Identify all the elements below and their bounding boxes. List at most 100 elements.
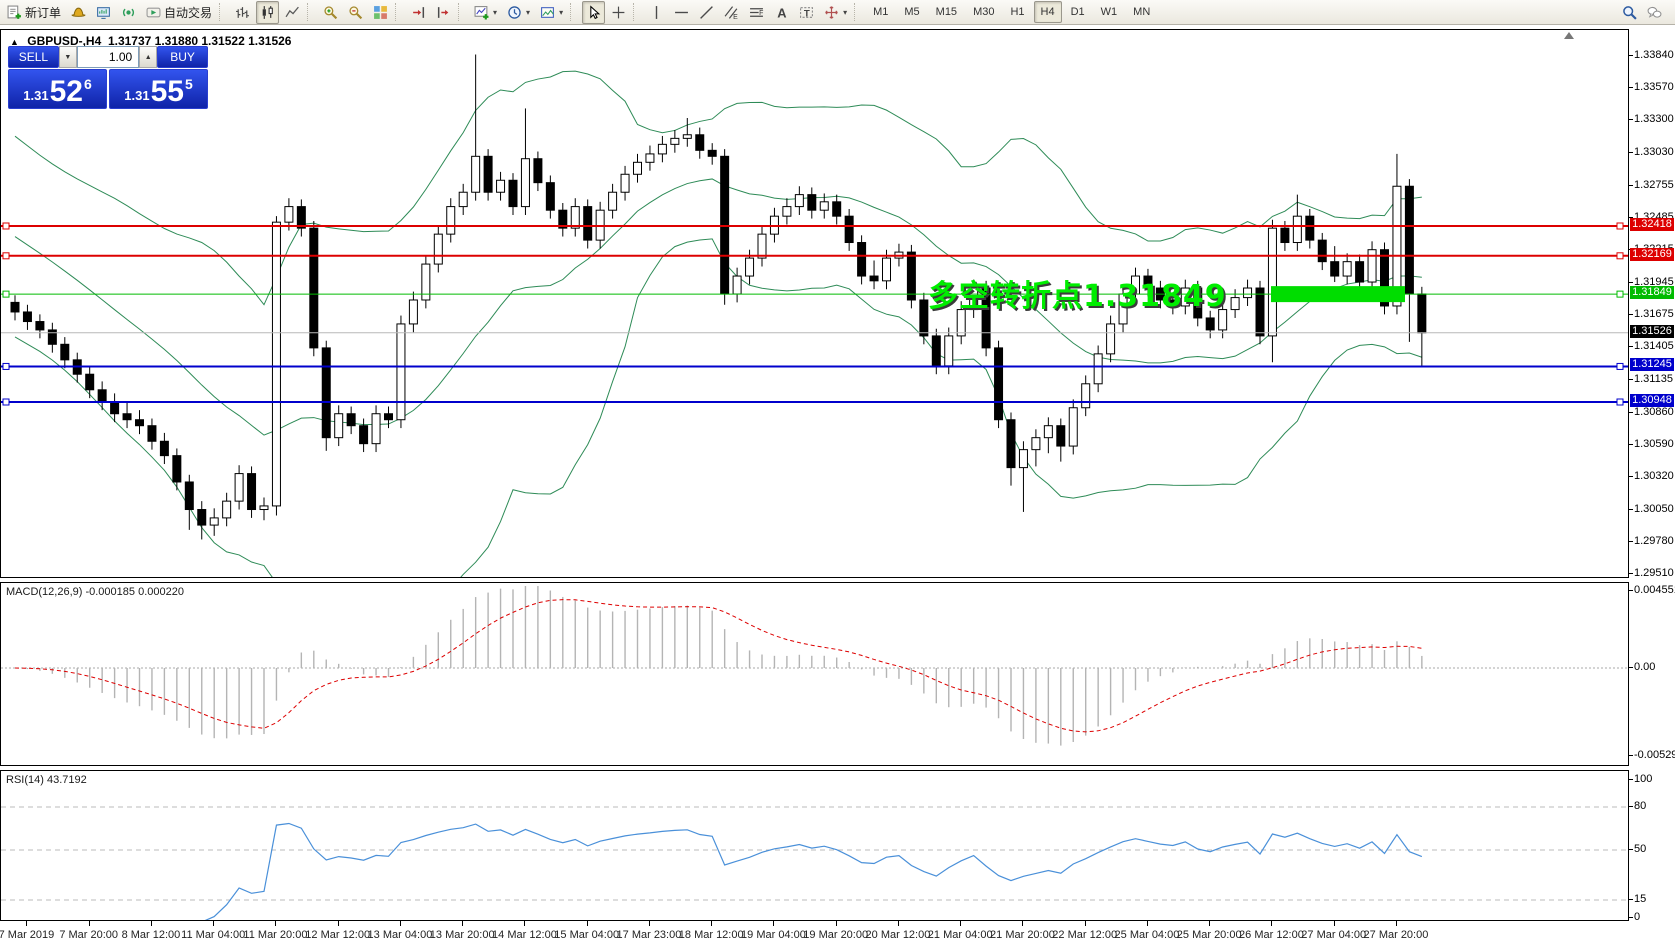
profiles-button[interactable] [67, 1, 90, 24]
time-axis-label: 21 Mar 20:00 [990, 929, 1055, 941]
line-handle[interactable] [2, 222, 10, 230]
text-label-button[interactable]: T [795, 1, 818, 24]
line-handle[interactable] [1616, 362, 1624, 370]
autoscroll-icon [436, 5, 451, 20]
templates-button[interactable]: ▾ [536, 1, 567, 24]
price-axis-tickmark [1629, 346, 1633, 348]
line-handle[interactable] [2, 290, 10, 298]
fibonacci-button[interactable]: F [745, 1, 768, 24]
arrows-button[interactable]: ▾ [820, 1, 851, 24]
candlestick-chart-button[interactable] [256, 0, 280, 24]
price-axis-tick: 1.30320 [1634, 470, 1674, 483]
chart-shift-marker[interactable] [1564, 32, 1574, 39]
line-handle[interactable] [2, 398, 10, 406]
volume-input[interactable]: 1.00 [76, 46, 140, 68]
price-axis-tickmark [1629, 508, 1633, 510]
vline-icon [649, 5, 664, 20]
bars-icon [235, 5, 250, 20]
new-order-button[interactable]: 新订单 [3, 1, 65, 24]
text-button[interactable]: A [770, 1, 793, 24]
timeframe-m5[interactable]: M5 [904, 6, 920, 18]
line-chart-button[interactable] [281, 1, 304, 24]
timeframe-h4[interactable]: H4 [1033, 1, 1062, 23]
textT-icon: T [799, 5, 814, 20]
horizontal-line-button[interactable] [670, 1, 693, 24]
timeframe-h1[interactable]: H1 [1010, 6, 1025, 18]
price-chart-panel[interactable] [0, 29, 1629, 578]
timeframe-m15[interactable]: M15 [935, 6, 958, 18]
newdoc-icon [7, 5, 22, 20]
time-axis-tickmark [462, 921, 464, 926]
terminal-button[interactable] [92, 1, 115, 24]
volume-decrease-button[interactable]: ▼ [58, 46, 77, 68]
volume-increase-button[interactable]: ▲ [139, 46, 158, 68]
tile-windows-button[interactable] [369, 1, 392, 24]
search-icon[interactable] [1618, 1, 1641, 24]
dropdown-caret-icon[interactable]: ▾ [559, 7, 564, 17]
price-axis-tickmark [1629, 151, 1633, 153]
time-axis-tickmark [1084, 921, 1086, 926]
line-handle[interactable] [2, 362, 10, 370]
indicators-button[interactable]: ▾ [470, 1, 501, 24]
timeframe-d1[interactable]: D1 [1070, 6, 1085, 18]
time-axis-label: 22 Mar 12:00 [1052, 929, 1118, 941]
buy-price-button[interactable]: 1.31 55 5 [109, 69, 208, 109]
zoom-out-button[interactable] [344, 1, 367, 24]
rsi-axis-tickmark [1629, 849, 1633, 850]
chart-annotation-text: 多空转折点1.31849 [928, 279, 1227, 314]
crosshair-button[interactable] [607, 1, 630, 24]
zoom-in-button[interactable] [319, 1, 342, 24]
main-toolbar: 新订单 自动交易 ▾ ▾ ▾ E F A T ▾ M1 M5 M15 M30 H1 H4 D1 W1 MN [0, 0, 1675, 25]
auto-trading-button-label: 自动交易 [164, 5, 213, 20]
timeframe-w1[interactable]: W1 [1100, 6, 1118, 18]
signals-button[interactable] [117, 1, 140, 24]
dropdown-caret-icon[interactable]: ▾ [493, 7, 498, 17]
rsi-panel[interactable] [0, 770, 1629, 921]
chart-shift-button[interactable] [407, 1, 430, 24]
time-axis-tickmark [1146, 921, 1148, 926]
line-handle[interactable] [1616, 290, 1624, 298]
vertical-line-button[interactable] [645, 1, 668, 24]
collapse-trade-panel-icon[interactable]: ▲ [10, 37, 19, 47]
dropdown-caret-icon[interactable]: ▾ [526, 7, 531, 17]
price-axis-tick: 1.30050 [1634, 502, 1674, 515]
time-axis-label: 11 Mar 20:00 [243, 929, 308, 941]
macd-panel[interactable] [0, 582, 1629, 766]
line-handle[interactable] [2, 252, 10, 260]
time-axis-tickmark [897, 921, 899, 926]
time-axis-label: 7 Mar 2019 [0, 929, 55, 941]
trendline-button[interactable] [695, 1, 718, 24]
price-marker-1.31849: 1.31849 [1630, 286, 1674, 300]
channel-button[interactable]: E [720, 1, 743, 24]
chat-icon[interactable] [1643, 1, 1666, 24]
sell-price-button[interactable]: 1.31 52 6 [8, 69, 107, 109]
buy-button[interactable]: BUY [157, 46, 208, 68]
price-axis-tick: 1.31675 [1634, 307, 1674, 320]
auto-trading-button[interactable]: 自动交易 [142, 1, 216, 24]
bar-chart-button[interactable] [231, 1, 254, 24]
line-handle[interactable] [1616, 252, 1624, 260]
sell-button[interactable]: SELL [8, 46, 59, 68]
timeframe-mn[interactable]: MN [1133, 6, 1151, 18]
timeframe-m1[interactable]: M1 [873, 6, 889, 18]
time-axis-tickmark [337, 921, 339, 926]
toolbar-separator [395, 3, 402, 21]
highlight-rectangle-object[interactable] [1271, 286, 1405, 303]
timeframe-m30[interactable]: M30 [973, 6, 995, 18]
ohlc-values: 1.31737 1.31880 1.31522 1.31526 [107, 34, 292, 48]
line-handle[interactable] [1616, 222, 1624, 230]
price-axis-tickmark [1629, 119, 1633, 121]
time-axis-tickmark [773, 921, 775, 926]
periods-button[interactable]: ▾ [503, 1, 534, 24]
rsi-axis-label: 15 [1634, 893, 1647, 905]
line-handle[interactable] [1616, 398, 1624, 406]
one-click-trading-panel: SELL ▼ 1.00 ▲ BUY 1.31 52 6 1.31 55 5 [8, 46, 208, 109]
auto-scroll-button[interactable] [432, 1, 455, 24]
price-axis-tickmark [1629, 313, 1633, 315]
price-axis-tick: 1.33300 [1634, 113, 1674, 126]
cursor-button[interactable] [582, 0, 606, 24]
price-axis-tickmark [1629, 540, 1633, 542]
channel-icon: E [724, 5, 739, 20]
macd-signal-line [14, 599, 1422, 733]
dropdown-caret-icon[interactable]: ▾ [843, 7, 848, 17]
